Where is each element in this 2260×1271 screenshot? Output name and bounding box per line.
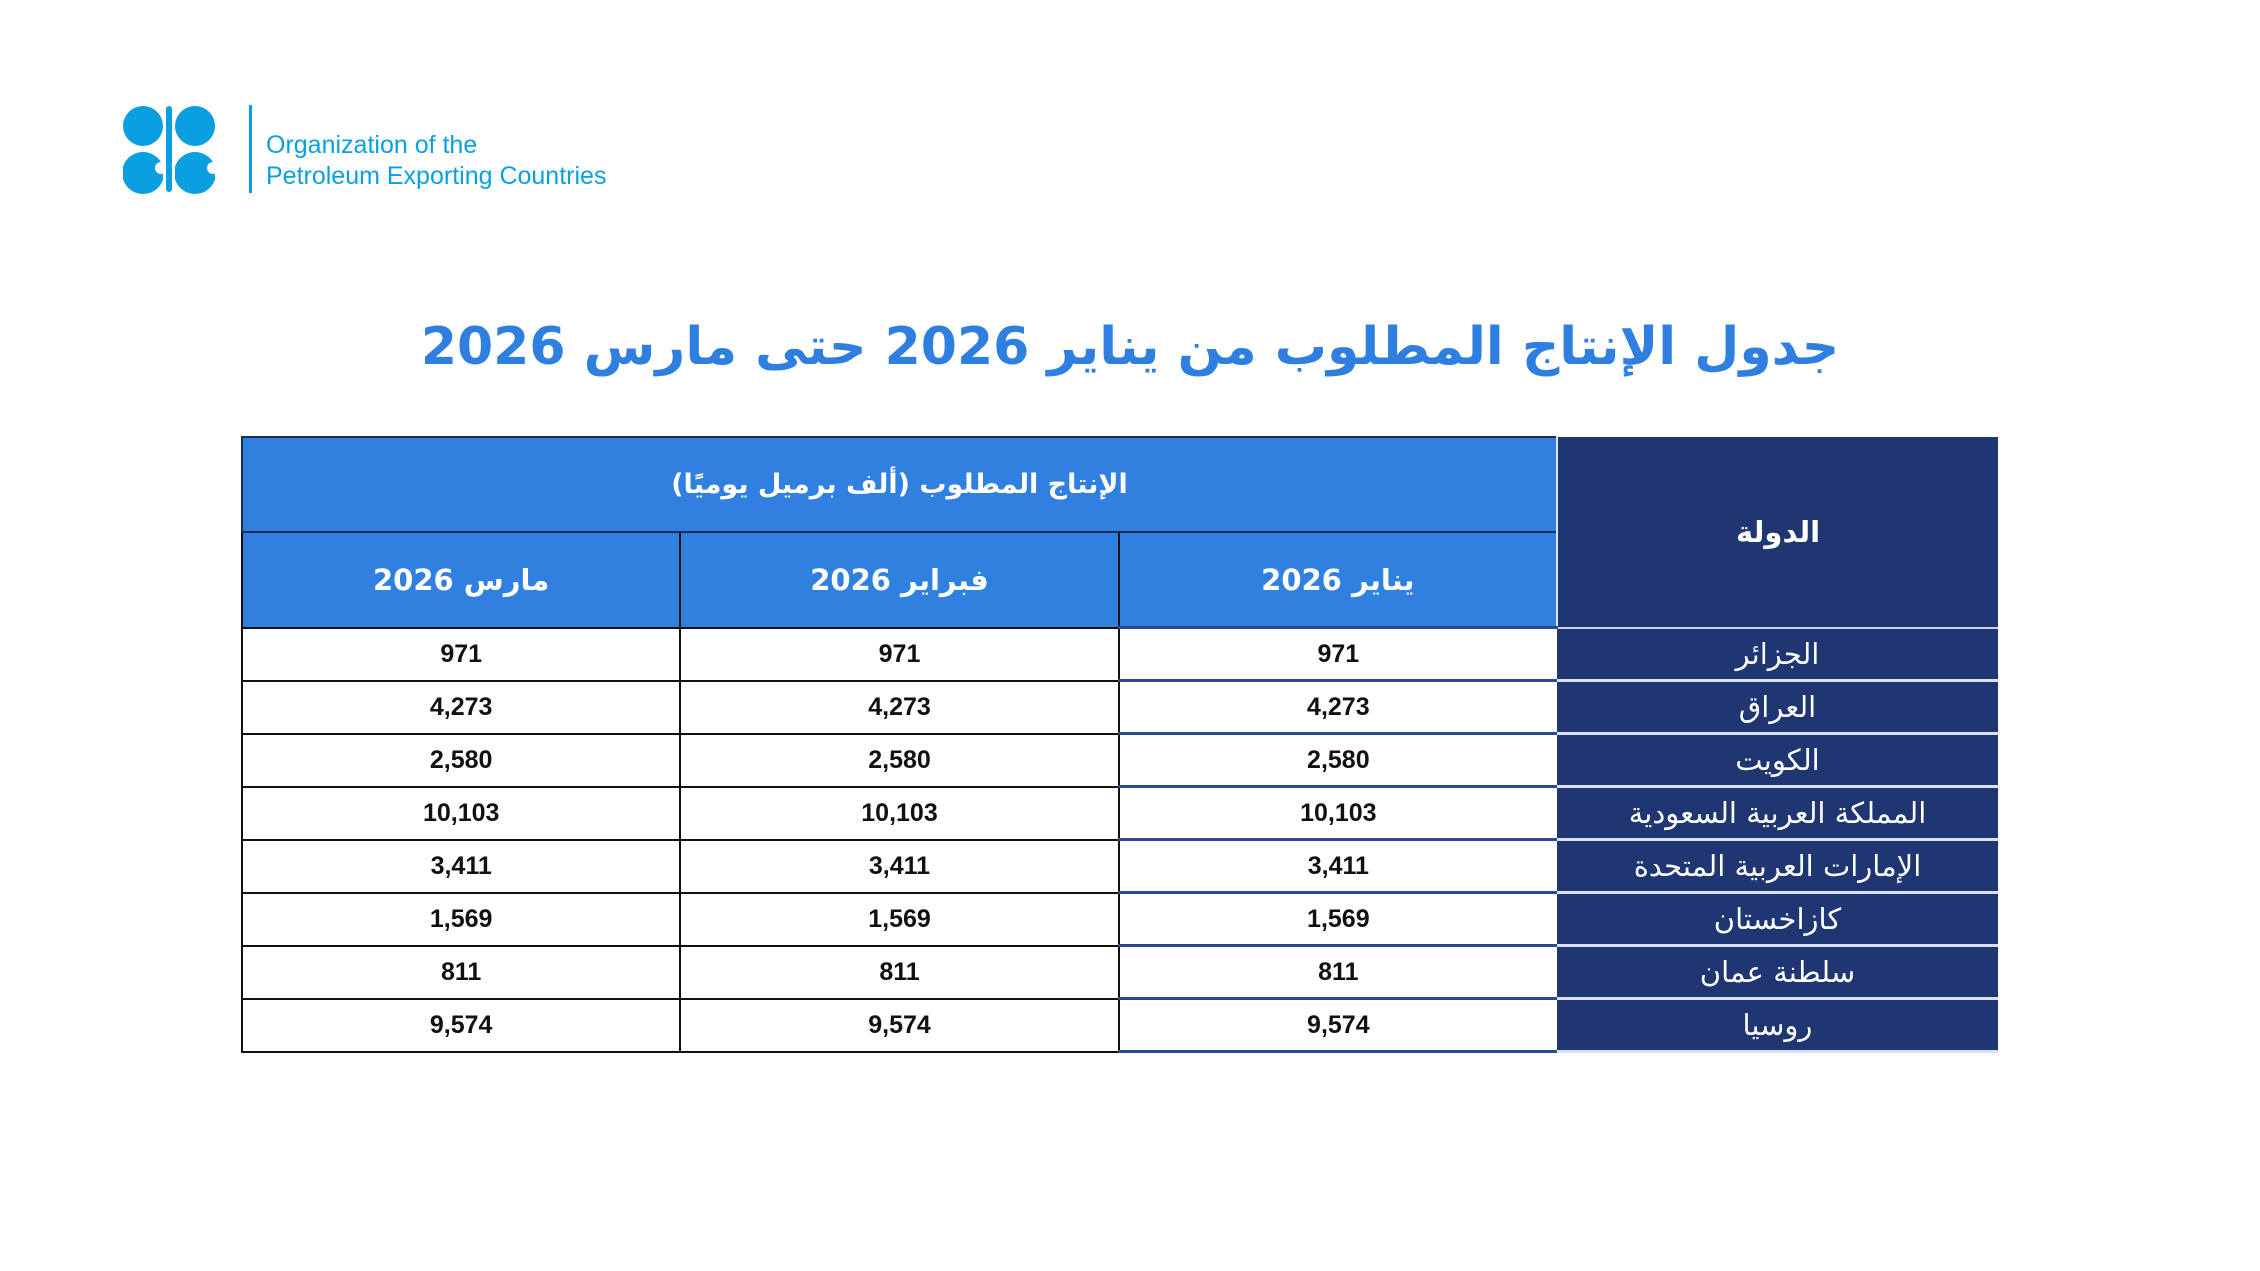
- country-cell: روسيا: [1557, 998, 1998, 1053]
- page-title: جدول الإنتاج المطلوب من يناير 2026 حتى م…: [420, 317, 1840, 377]
- table-row: الجزائر 971 971 971: [240, 626, 1998, 682]
- logo-line-1: Organization of the: [266, 131, 478, 159]
- opec-logo-icon: [122, 104, 219, 194]
- country-cell: الجزائر: [1557, 627, 1998, 682]
- table-row: الكويت 2,580 2,580 2,580: [240, 732, 1998, 788]
- value-cell-feb: 2,580: [679, 732, 1120, 788]
- production-table: الدولة الإنتاج المطلوب (ألف برميل يوميًا…: [240, 436, 1998, 1053]
- value-cell-mar: 1,569: [240, 891, 682, 947]
- value-cell-feb: 971: [679, 626, 1120, 682]
- value-cell-feb: 3,411: [679, 838, 1120, 894]
- value-cell-jan: 3,411: [1117, 838, 1557, 894]
- table-row: الإمارات العربية المتحدة 3,411 3,411 3,4…: [240, 838, 1998, 894]
- value-cell-jan: 4,273: [1117, 679, 1557, 735]
- value-cell-mar: 811: [240, 944, 682, 1000]
- value-cell-feb: 10,103: [679, 785, 1120, 841]
- country-cell: الكويت: [1557, 733, 1998, 788]
- logo-divider: [249, 105, 252, 193]
- header-country: الدولة: [1556, 437, 1998, 629]
- value-cell-feb: 1,569: [679, 891, 1120, 947]
- table-row: سلطنة عمان 811 811 811: [240, 944, 1998, 1000]
- value-cell-jan: 9,574: [1117, 997, 1557, 1053]
- value-cell-mar: 10,103: [240, 785, 682, 841]
- value-cell-jan: 2,580: [1117, 732, 1557, 788]
- value-cell-jan: 10,103: [1117, 785, 1557, 841]
- value-cell-jan: 811: [1117, 944, 1557, 1000]
- country-cell: العراق: [1557, 680, 1998, 735]
- header-month-jan: يناير 2026: [1117, 531, 1557, 629]
- table-row: روسيا 9,574 9,574 9,574: [240, 997, 1998, 1053]
- value-cell-feb: 811: [679, 944, 1120, 1000]
- value-cell-feb: 4,273: [679, 679, 1120, 735]
- table-row: المملكة العربية السعودية 10,103 10,103 1…: [240, 785, 1998, 841]
- value-cell-feb: 9,574: [679, 997, 1120, 1053]
- value-cell-jan: 971: [1117, 626, 1557, 682]
- table-row: العراق 4,273 4,273 4,273: [240, 679, 1998, 735]
- logo-text: Organization of the Petroleum Exporting …: [266, 106, 606, 192]
- header-month-mar: مارس 2026: [240, 531, 682, 629]
- value-cell-mar: 971: [240, 626, 682, 682]
- value-cell-mar: 3,411: [240, 838, 682, 894]
- value-cell-mar: 4,273: [240, 679, 682, 735]
- value-cell-jan: 1,569: [1117, 891, 1557, 947]
- country-cell: سلطنة عمان: [1557, 945, 1998, 1000]
- header-required-production: الإنتاج المطلوب (ألف برميل يوميًا): [241, 436, 1557, 533]
- country-cell: الإمارات العربية المتحدة: [1557, 839, 1998, 894]
- logo-line-2: Petroleum Exporting Countries: [266, 162, 607, 190]
- header-month-feb: فبراير 2026: [679, 531, 1120, 629]
- opec-logo: Organization of the Petroleum Exporting …: [122, 104, 606, 194]
- country-cell: المملكة العربية السعودية: [1557, 786, 1998, 841]
- value-cell-mar: 9,574: [240, 997, 682, 1053]
- value-cell-mar: 2,580: [240, 732, 682, 788]
- country-cell: كازاخستان: [1557, 892, 1998, 947]
- table-row: كازاخستان 1,569 1,569 1,569: [240, 891, 1998, 947]
